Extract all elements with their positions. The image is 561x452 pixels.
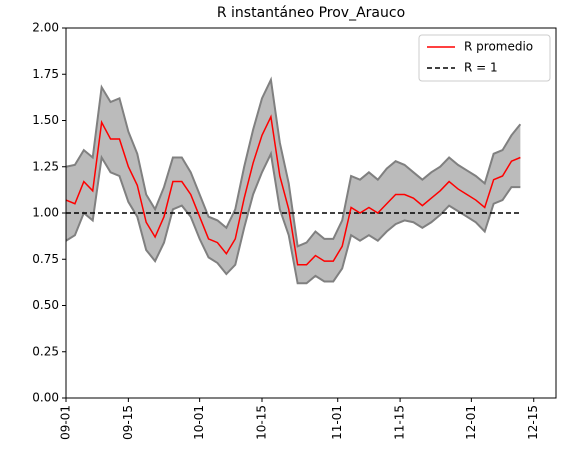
y-tick-label: 2.00 (32, 21, 59, 35)
x-tick-label: 12-01 (464, 405, 478, 440)
x-tick-label: 09-15 (121, 405, 135, 440)
chart-title: R instantáneo Prov_Arauco (217, 5, 405, 21)
legend-label: R = 1 (464, 61, 498, 75)
y-tick-label: 1.25 (32, 159, 59, 173)
y-tick-label: 0.50 (32, 298, 59, 312)
y-tick-label: 0.00 (32, 391, 59, 405)
x-tick-label: 09-01 (59, 405, 73, 440)
series-line (65, 114, 521, 266)
y-tick-label: 1.50 (32, 113, 59, 127)
x-tick-label: 12-15 (526, 405, 540, 440)
x-tick-label: 11-01 (330, 405, 344, 440)
band-area (66, 79, 521, 284)
band-edge (65, 76, 522, 248)
legend-label: R promedio (464, 40, 533, 54)
x-tick-label: 10-01 (192, 405, 206, 440)
y-tick-label: 0.25 (32, 344, 59, 358)
x-tick-label: 10-15 (255, 405, 269, 440)
band-edge (65, 150, 521, 285)
y-tick-label: 0.75 (32, 252, 59, 266)
x-tick-label: 11-15 (393, 405, 407, 440)
y-tick-label: 1.75 (32, 67, 59, 81)
y-tick-label: 1.00 (32, 206, 59, 220)
